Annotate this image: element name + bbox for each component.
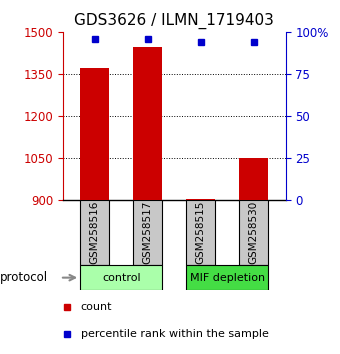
Bar (80, 68, 109, 200)
Text: GSM258517: GSM258517 (143, 201, 153, 264)
Title: GDS3626 / ILMN_1719403: GDS3626 / ILMN_1719403 (74, 13, 274, 29)
Text: control: control (102, 273, 140, 282)
Bar (133, 200, 162, 265)
Bar (186, 265, 268, 290)
Text: MIF depletion: MIF depletion (190, 273, 265, 282)
Bar (186, 200, 215, 265)
Bar (239, 200, 268, 265)
Text: count: count (81, 302, 112, 312)
Text: GSM258515: GSM258515 (196, 201, 206, 264)
Text: percentile rank within the sample: percentile rank within the sample (81, 329, 269, 339)
Text: protocol: protocol (0, 271, 48, 284)
Text: GSM258530: GSM258530 (249, 201, 259, 264)
Bar (80, 200, 109, 265)
Bar (80, 265, 162, 290)
Text: GSM258516: GSM258516 (90, 201, 100, 264)
Bar (239, 158, 268, 200)
Bar (133, 47, 162, 200)
Bar (186, 199, 215, 200)
